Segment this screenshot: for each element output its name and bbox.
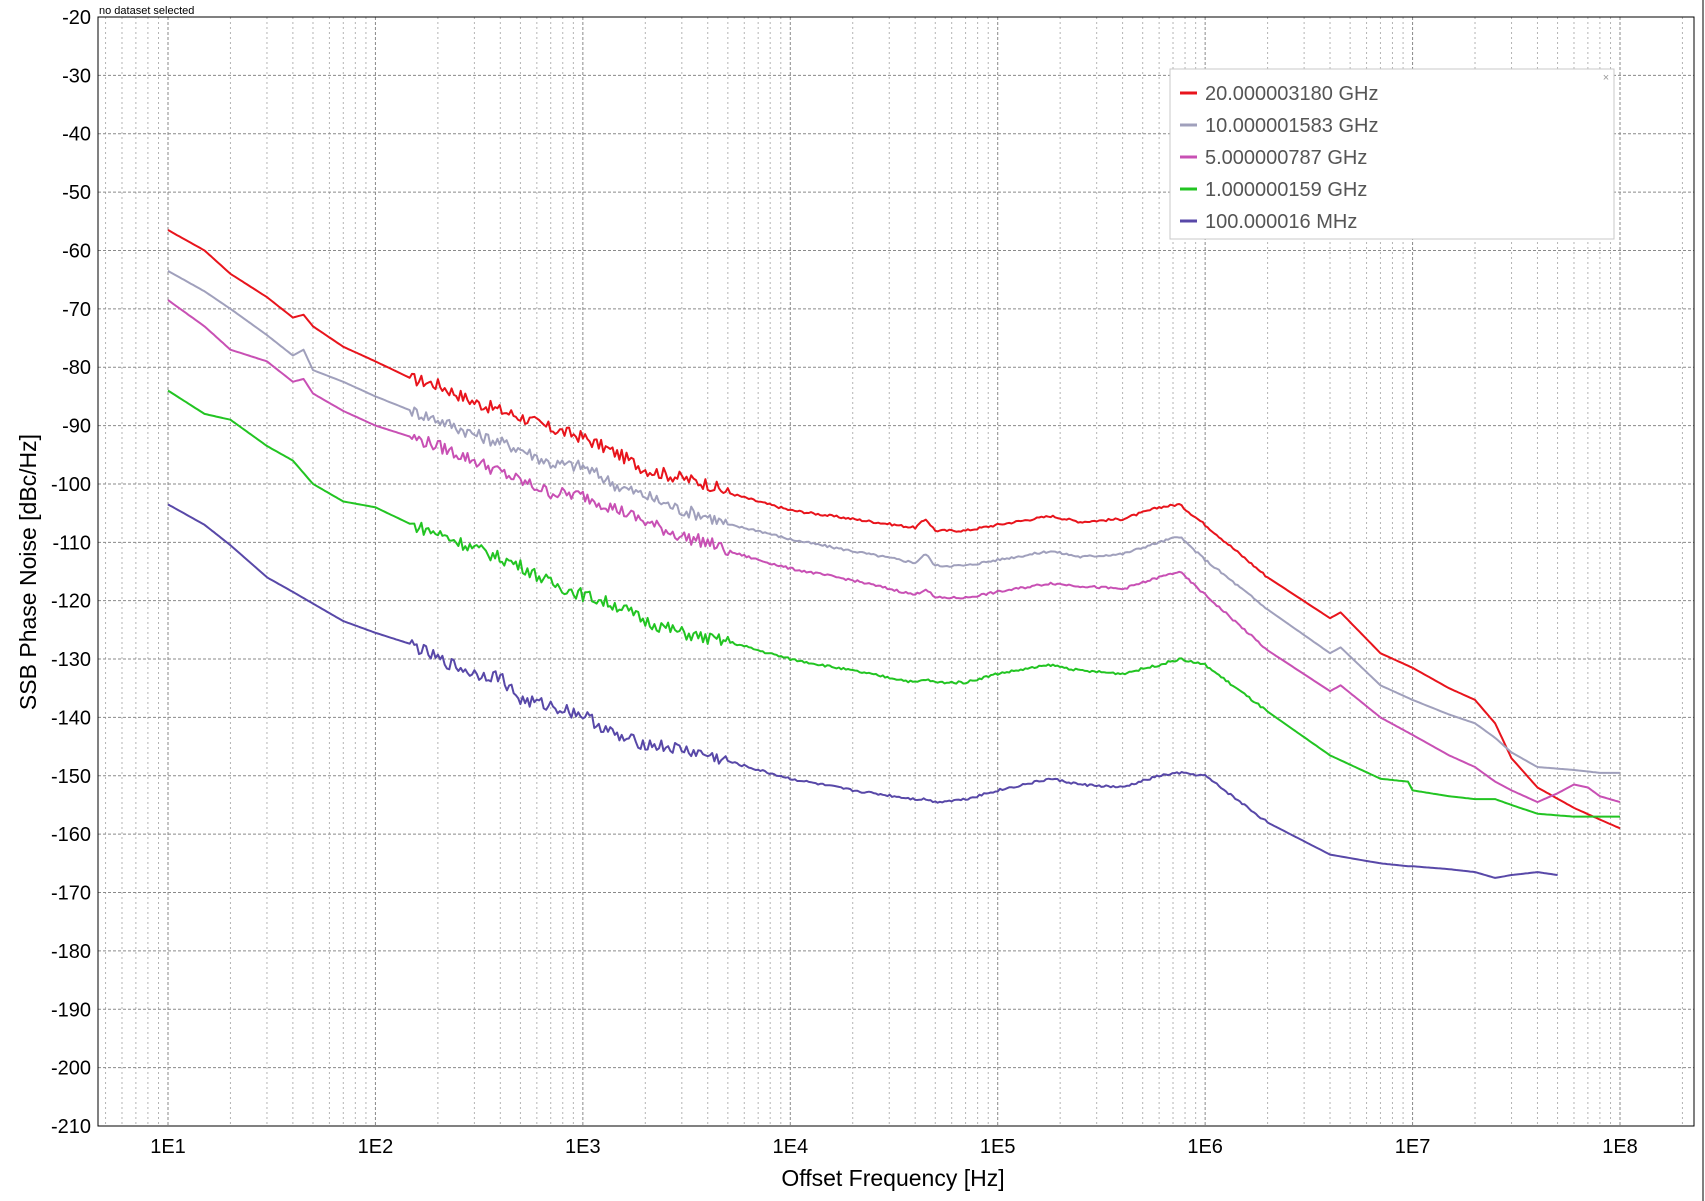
y-tick-label: -140 <box>51 707 91 729</box>
y-tick-label: -170 <box>51 883 91 905</box>
status-text: no dataset selected <box>99 5 194 17</box>
y-tick-label: -60 <box>62 240 91 262</box>
y-tick-label: -210 <box>51 1116 91 1138</box>
series-line <box>167 299 1621 804</box>
legend-label: 5.000000787 GHz <box>1205 147 1367 169</box>
y-axis-title: SSB Phase Noise [dBc/Hz] <box>15 434 41 710</box>
x-tick-label: 1E2 <box>358 1136 394 1158</box>
series-line <box>167 389 1620 818</box>
x-tick-label: 1E3 <box>565 1136 601 1158</box>
legend-box <box>1169 68 1615 240</box>
legend-close-icon[interactable]: × <box>1603 72 1609 84</box>
y-tick-label: -150 <box>51 766 91 788</box>
y-tick-label: -160 <box>51 824 91 846</box>
x-tick-label: 1E7 <box>1395 1136 1431 1158</box>
legend-label: 100.000016 MHz <box>1205 211 1357 233</box>
y-tick-label: -120 <box>51 591 91 613</box>
x-axis-title: Offset Frequency [Hz] <box>781 1165 1004 1191</box>
y-tick-label: -50 <box>62 182 91 204</box>
legend: × 20.000003180 GHz 10.000001583 GHz 5.0000… <box>1169 68 1615 240</box>
y-tick-label: -40 <box>62 124 91 146</box>
y-tick-label: -110 <box>52 532 91 554</box>
series-line <box>167 503 1558 879</box>
x-tick-label: 1E8 <box>1602 1136 1638 1158</box>
y-tick-label: -30 <box>62 65 91 87</box>
y-tick-label: -70 <box>62 299 91 321</box>
x-tick-label: 1E5 <box>980 1136 1016 1158</box>
legend-items: 20.000003180 GHz 10.000001583 GHz 5.000000… <box>1180 83 1378 233</box>
y-tick-label: -90 <box>62 416 91 438</box>
y-tick-label: -130 <box>51 649 91 671</box>
y-tick-label: -80 <box>62 357 91 379</box>
plot-frame <box>97 16 1695 1127</box>
legend-label: 1.000000159 GHz <box>1205 179 1367 201</box>
legend-label: 20.000003180 GHz <box>1205 83 1378 105</box>
y-tick-label: -20 <box>62 7 91 29</box>
y-tick-labels: -20 -30 -40 -50 -60 -70 -80 -90 -100 -110 -120 -130… <box>51 7 91 1138</box>
series-lines <box>167 229 1621 879</box>
y-tick-label: -190 <box>51 999 91 1021</box>
x-tick-label: 1E1 <box>150 1136 186 1158</box>
y-tick-label: -180 <box>51 941 91 963</box>
major-gridlines <box>98 17 1694 1126</box>
x-tick-label: 1E4 <box>772 1136 808 1158</box>
y-tick-label: -200 <box>51 1058 91 1080</box>
x-tick-labels: 1E1 1E2 1E3 1E4 1E5 1E6 1E7 1E8 <box>150 1136 1638 1158</box>
y-tick-label: -100 <box>51 474 91 496</box>
series-line <box>167 229 1621 830</box>
x-tick-label: 1E6 <box>1187 1136 1223 1158</box>
legend-label: 10.000001583 GHz <box>1205 115 1378 137</box>
series-line <box>167 270 1620 774</box>
